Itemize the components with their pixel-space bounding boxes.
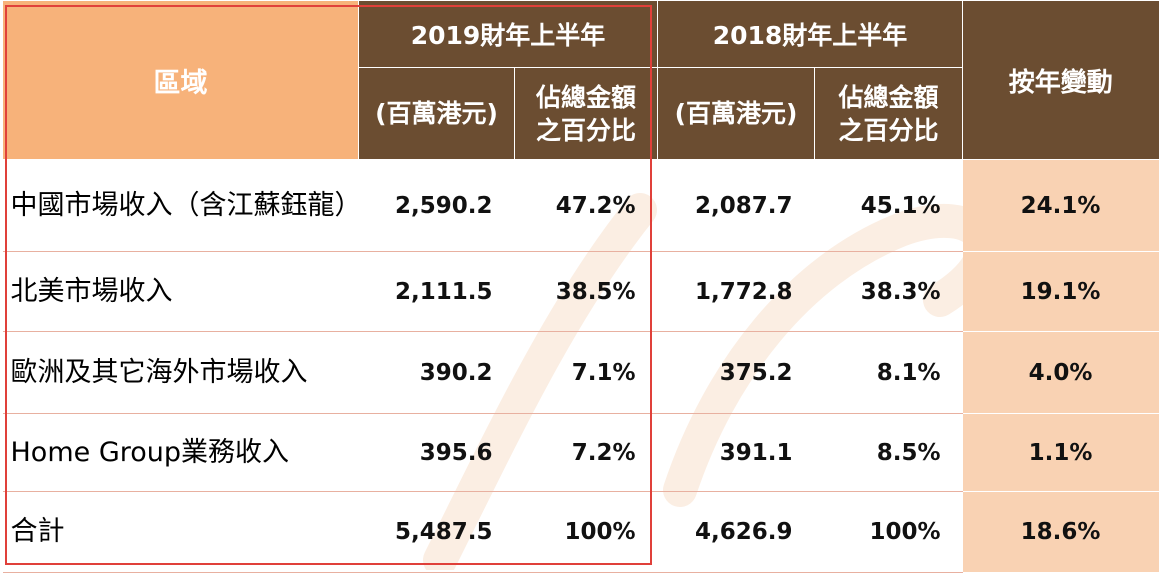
table-row: 北美市場收入 2,111.5 38.5% 1,772.8 38.3% 19.1% [2, 251, 1159, 332]
pct-2019-cell: 38.5% [514, 251, 658, 332]
amount-2018-cell: 391.1 [657, 413, 815, 492]
header-2019-percentage: 佔總金額 之百分比 [514, 67, 658, 160]
header-2019-amount: (百萬港元) [358, 67, 515, 160]
yoy-change-cell: 18.6% [962, 491, 1159, 573]
region-cell: 歐洲及其它海外市場收入 [2, 331, 359, 414]
region-cell: 中國市場收入（含江蘇鈺龍） [2, 159, 362, 252]
amount-2019-cell: 5,487.5 [358, 491, 515, 573]
header-2018-percentage: 佔總金額 之百分比 [814, 67, 963, 160]
header-2018-period: 2018財年上半年 [657, 1, 963, 68]
amount-2019-cell: 390.2 [358, 331, 515, 414]
pct-label-line1: 佔總金額 [535, 82, 636, 112]
amount-2019-cell: 395.6 [358, 413, 515, 492]
pct-label-line2: 之百分比 [535, 115, 636, 145]
pct-2019-cell: 47.2% [514, 159, 658, 252]
region-cell: 合計 [2, 491, 359, 573]
header-yoy-change: 按年變動 [962, 1, 1159, 160]
pct-2018-cell: 45.1% [814, 159, 963, 252]
table-row: Home Group業務收入 395.6 7.2% 391.1 8.5% 1.1… [2, 413, 1159, 492]
amount-2018-cell: 4,626.9 [657, 491, 815, 573]
pct-2019-cell: 100% [514, 491, 658, 573]
pct-2018-cell: 38.3% [814, 251, 963, 332]
table-row: 合計 5,487.5 100% 4,626.9 100% 18.6% [2, 491, 1159, 573]
pct-2018-cell: 8.1% [814, 331, 963, 414]
header-2018-amount: (百萬港元) [657, 67, 815, 160]
amount-2018-cell: 1,772.8 [657, 251, 815, 332]
header-region: 區域 [2, 1, 359, 160]
amount-2018-cell: 2,087.7 [657, 159, 815, 252]
yoy-change-cell: 19.1% [962, 251, 1159, 332]
amount-2019-cell: 2,590.2 [358, 159, 515, 252]
header-2019-period: 2019財年上半年 [358, 1, 658, 68]
region-cell: 北美市場收入 [2, 251, 359, 332]
pct-label-line1: 佔總金額 [838, 82, 939, 112]
pct-2018-cell: 8.5% [814, 413, 963, 492]
region-cell: Home Group業務收入 [2, 413, 359, 492]
yoy-change-cell: 1.1% [962, 413, 1159, 492]
yoy-change-cell: 4.0% [962, 331, 1159, 414]
pct-2019-cell: 7.1% [514, 331, 658, 414]
yoy-change-cell: 24.1% [962, 159, 1159, 252]
pct-2019-cell: 7.2% [514, 413, 658, 492]
amount-2019-cell: 2,111.5 [358, 251, 515, 332]
table-row: 歐洲及其它海外市場收入 390.2 7.1% 375.2 8.1% 4.0% [2, 331, 1159, 414]
pct-2018-cell: 100% [814, 491, 963, 573]
amount-2018-cell: 375.2 [657, 331, 815, 414]
table-row: 中國市場收入（含江蘇鈺龍） 2,590.2 47.2% 2,087.7 45.1… [2, 159, 1159, 252]
pct-label-line2: 之百分比 [838, 115, 939, 145]
